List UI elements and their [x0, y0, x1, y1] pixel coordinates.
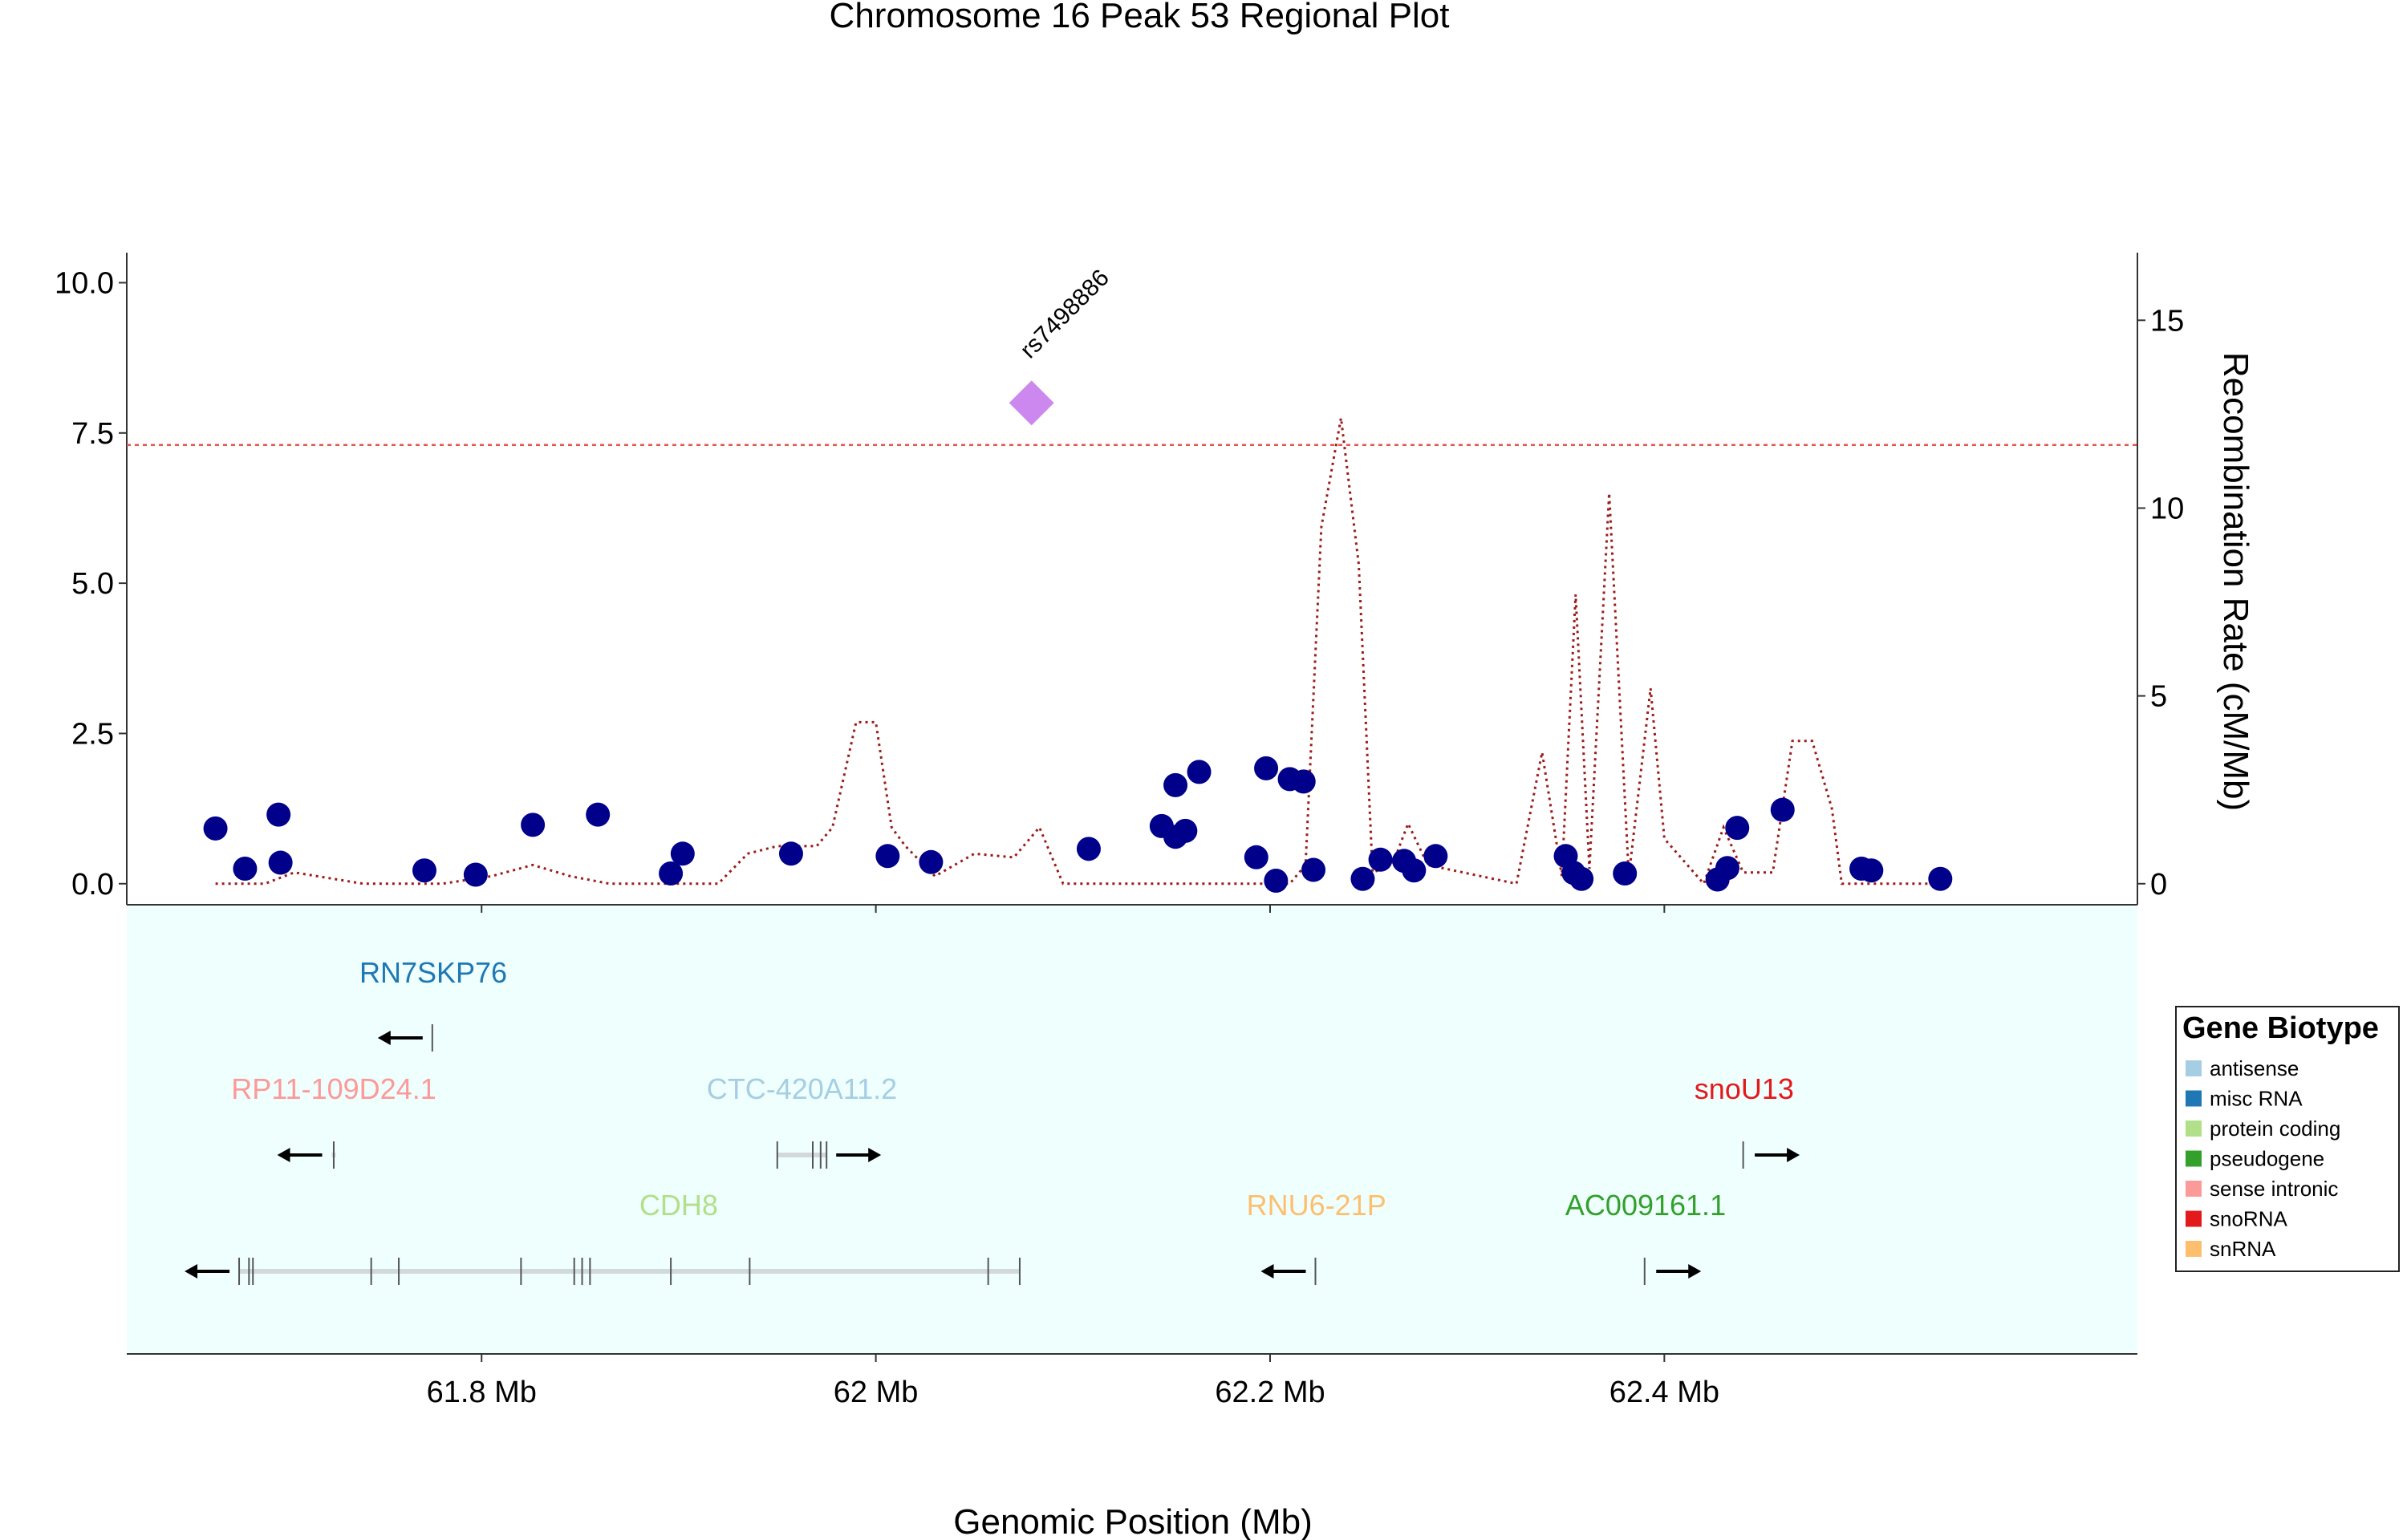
- snp-point: [268, 850, 293, 875]
- snp-point: [659, 861, 684, 886]
- y2-tick-label: 0: [2150, 868, 2167, 902]
- gene-label: RP11-109D24.1: [231, 1072, 436, 1105]
- x-tick-label: 62.2 Mb: [1215, 1376, 1325, 1409]
- legend-swatch: [2186, 1181, 2202, 1197]
- legend-item-label: pseudogene: [2210, 1147, 2324, 1171]
- y-tick-label: 5.0: [71, 567, 114, 601]
- gene-rp11-109d24-1: RP11-109D24.1: [231, 1072, 436, 1169]
- snp-point: [463, 862, 488, 887]
- snp-point: [233, 857, 258, 881]
- snp-point: [1187, 760, 1212, 784]
- strand-arrowhead: [277, 1148, 290, 1162]
- y-tick-label: 2.5: [71, 717, 114, 751]
- snp-point: [1928, 866, 1953, 891]
- x-tick-label: 62.4 Mb: [1609, 1376, 1719, 1409]
- snp-point: [778, 841, 803, 866]
- snp-point: [203, 816, 228, 841]
- gene-rn7skp76: RN7SKP76: [359, 956, 507, 1052]
- strand-arrowhead: [377, 1031, 391, 1045]
- snp-point: [1291, 769, 1316, 794]
- legend-swatch: [2186, 1060, 2202, 1076]
- snp-point: [521, 813, 546, 837]
- x-tick-label: 61.8 Mb: [427, 1376, 537, 1409]
- gene-label: snoU13: [1695, 1072, 1794, 1105]
- snp-point: [1301, 857, 1326, 882]
- strand-arrowhead: [1787, 1148, 1800, 1162]
- gene-cdh8: CDH8: [185, 1189, 1021, 1285]
- snp-point: [1569, 866, 1594, 891]
- y2-tick-label: 15: [2150, 304, 2184, 338]
- snp-point: [1402, 858, 1427, 883]
- snp-point: [1254, 756, 1279, 780]
- y-tick-label: 7.5: [71, 417, 114, 451]
- legend-title: Gene Biotype: [2182, 1011, 2379, 1045]
- legend-swatch: [2186, 1241, 2202, 1257]
- legend-swatch: [2186, 1121, 2202, 1137]
- legend-swatch: [2186, 1150, 2202, 1167]
- snp-point: [1368, 847, 1393, 872]
- gene-ac009161-1: AC009161.1: [1565, 1189, 1726, 1285]
- gene-label: CTC-420A11.2: [707, 1072, 897, 1105]
- strand-arrowhead: [185, 1264, 198, 1279]
- y2-tick-label: 5: [2150, 680, 2167, 714]
- snp-point: [1725, 816, 1750, 841]
- gene-label: RNU6-21P: [1247, 1189, 1386, 1222]
- recombination-rate-line: [215, 417, 1941, 886]
- snp-point: [1264, 869, 1289, 894]
- legend-item-label: snRNA: [2210, 1237, 2276, 1261]
- snp-point: [919, 849, 944, 874]
- snp-point: [875, 844, 900, 869]
- legend-item-label: protein coding: [2210, 1116, 2340, 1141]
- snp-point: [412, 858, 436, 883]
- gene-panel: [127, 905, 2137, 1354]
- strand-arrowhead: [1260, 1264, 1274, 1279]
- gene-label: CDH8: [639, 1189, 718, 1222]
- snp-point: [1076, 837, 1101, 861]
- legend-item-label: snoRNA: [2210, 1207, 2287, 1231]
- chart-title: Chromosome 16 Peak 53 Regional Plot: [830, 0, 1450, 35]
- gene-snou13: snoU13: [1695, 1072, 1800, 1169]
- legend-item-label: antisense: [2210, 1056, 2299, 1080]
- legend-frame: [2175, 1006, 2400, 1272]
- lead-snp-label: rs7498886: [1015, 265, 1114, 364]
- legend-swatch: [2186, 1210, 2202, 1227]
- strand-arrowhead: [1688, 1264, 1702, 1279]
- gene-body: [239, 1269, 1020, 1274]
- snp-point: [1715, 856, 1739, 881]
- gene-rnu6-21p: RNU6-21P: [1247, 1189, 1386, 1285]
- legend: Gene Biotype antisense misc RNA protein co…: [2175, 1006, 2400, 1272]
- gene-label: AC009161.1: [1565, 1189, 1726, 1222]
- snp-point: [1173, 818, 1198, 843]
- strand-arrowhead: [868, 1148, 882, 1162]
- gene-label: RN7SKP76: [359, 956, 507, 989]
- y-tick-label: 10.0: [55, 266, 114, 300]
- x-axis-label: Genomic Position (Mb): [953, 1502, 1312, 1540]
- x-tick-label: 62 Mb: [834, 1376, 919, 1409]
- lead-snp-marker: [1009, 380, 1054, 426]
- gene-ctc-420a11-2: CTC-420A11.2: [707, 1072, 897, 1169]
- right-axis-label: Recombination Rate (cM/Mb): [2216, 352, 2255, 811]
- snp-point: [1244, 845, 1268, 869]
- snp-point: [670, 841, 695, 866]
- y-tick-label: 0.0: [71, 868, 114, 902]
- legend-swatch: [2186, 1090, 2202, 1107]
- legend-item-label: misc RNA: [2210, 1087, 2303, 1111]
- snp-point: [1423, 844, 1448, 869]
- y2-tick-label: 10: [2150, 492, 2184, 525]
- snp-point: [1770, 797, 1795, 822]
- snp-point: [1163, 772, 1188, 797]
- gene-body: [777, 1153, 827, 1157]
- snp-point: [1613, 861, 1638, 886]
- snp-point: [586, 802, 611, 827]
- snp-point: [1859, 858, 1884, 883]
- legend-item-label: sense intronic: [2210, 1177, 2338, 1201]
- snp-point: [266, 802, 291, 827]
- snp-point: [1350, 866, 1375, 891]
